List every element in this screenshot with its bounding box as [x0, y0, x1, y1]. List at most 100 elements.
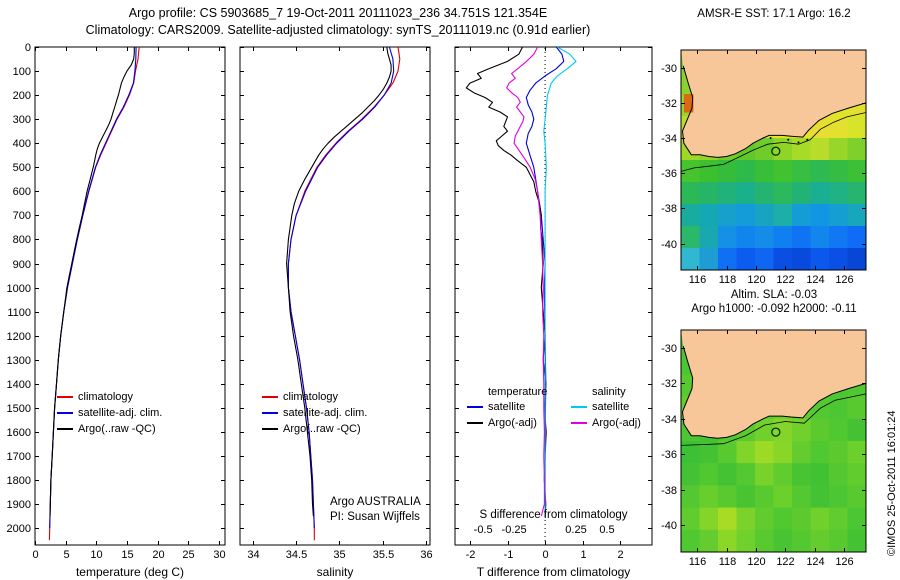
map-cell: [718, 248, 738, 270]
tick-label: 0: [542, 549, 548, 561]
tick-label: 126: [835, 556, 853, 568]
map-cell: [736, 160, 756, 183]
map-cell: [681, 463, 701, 486]
legend-label: satellite-adj. clim.: [283, 407, 368, 419]
salinity-axis-label: salinity: [316, 565, 354, 579]
figure-subtitle: Climatology: CARS2009. Satellite-adjuste…: [85, 23, 591, 37]
map-cell: [681, 441, 701, 464]
tick-label: 0: [32, 549, 38, 561]
difference-legend-temperature: temperature satellite Argo(-adj): [467, 384, 547, 431]
map-cell: [847, 204, 866, 227]
land-mass: [681, 330, 866, 439]
tick-label: 1700: [7, 451, 31, 463]
tick-label: 0: [25, 42, 31, 54]
map-cell: [718, 485, 738, 509]
tick-label: 100: [13, 66, 31, 78]
map-cell: [829, 463, 849, 486]
tick-label: -0.5: [474, 524, 493, 536]
tick-label: 36: [420, 549, 432, 561]
map-cell: [792, 529, 812, 552]
map-cell: [773, 248, 793, 270]
tick-label: 1800: [7, 475, 31, 487]
sla-map-title-line1: Altim. SLA: -0.03: [730, 289, 818, 301]
legend-entry: Argo(-adj): [467, 415, 547, 431]
map-cell: [792, 160, 812, 183]
legend-label: Argo(..raw -QC): [283, 423, 361, 435]
tick-label: -2: [466, 549, 476, 561]
map-cell: [681, 226, 701, 249]
salinity-profile-series-satellite-adj-clim: [287, 46, 395, 529]
map-cell: [681, 529, 701, 552]
tick-label: -1: [504, 549, 514, 561]
tick-label: 35: [333, 549, 345, 561]
map-cell: [681, 182, 701, 205]
map-cell: [699, 463, 719, 486]
legend-entry: satellite: [467, 399, 547, 415]
legend-line-swatch: [262, 412, 278, 414]
map-cell: [829, 248, 849, 270]
tick-label: 200: [13, 90, 31, 102]
sla-map-frame: [680, 329, 867, 553]
island-dot: [787, 138, 790, 141]
tick-label: -36: [661, 168, 677, 180]
tick-label: 15: [121, 549, 133, 561]
pi-note: PI: Susan Wijffels: [330, 511, 420, 523]
map-cell: [810, 138, 830, 161]
legend-entry: Argo(-adj): [571, 415, 641, 431]
map-cell: [792, 507, 812, 531]
legend-entry: satellite-adj. clim.: [262, 405, 367, 421]
map-cell: [829, 204, 849, 227]
map-cell: [755, 529, 775, 552]
sst-map-layers: [681, 50, 866, 270]
tick-label: 124: [806, 556, 824, 568]
legend-line-swatch: [571, 422, 587, 424]
tick-label: 1900: [7, 499, 31, 511]
island-dot: [769, 137, 772, 139]
map-cell: [847, 226, 866, 249]
map-cell: [718, 160, 738, 183]
legend-entry: climatology: [262, 389, 367, 405]
legend-label: satellite: [592, 401, 630, 413]
legend-label: Argo(..raw -QC): [78, 423, 156, 435]
sst-map-frame: [680, 49, 867, 271]
map-cell: [829, 418, 849, 442]
tick-label: 1400: [7, 379, 31, 391]
salinity-profile-plot-area: [239, 46, 431, 546]
map-cell: [755, 160, 775, 183]
legend-header: temperature: [488, 386, 548, 398]
contour-line: [681, 112, 866, 172]
map-cell: [810, 160, 830, 183]
map-cell: [847, 248, 866, 270]
tick-label: 35.5: [373, 549, 394, 561]
map-cell: [755, 485, 775, 509]
map-cell: [699, 226, 719, 249]
tick-label: 500: [13, 162, 31, 174]
map-cell: [792, 441, 812, 464]
tick-label: 1000: [7, 283, 31, 295]
map-cell: [736, 507, 756, 531]
tick-label: 20: [152, 549, 164, 561]
map-cell: [792, 204, 812, 227]
legend-label: satellite: [488, 401, 526, 413]
tick-label: 300: [13, 114, 31, 126]
map-cell: [755, 204, 775, 227]
tick-label: -34: [661, 414, 677, 426]
map-cell: [718, 507, 738, 531]
difference-profile-series-argo-S-diff: [506, 46, 545, 517]
map-cell: [699, 485, 719, 509]
sla-map-title-line2: Argo h1000: -0.092 h2000: -0.11: [691, 303, 857, 315]
argo-australia-note: Argo AUSTRALIA: [330, 496, 421, 508]
tick-label: 30: [213, 549, 225, 561]
tick-label: 400: [13, 138, 31, 150]
temperature-axis-label: temperature (deg C): [75, 565, 185, 579]
tick-label: 124: [806, 274, 824, 286]
sst-map-title: AMSR-E SST: 17.1 Argo: 16.2: [697, 8, 851, 20]
island-dot: [797, 141, 800, 144]
tick-label: 1100: [7, 307, 31, 319]
tick-label: 700: [13, 210, 31, 222]
map-cell: [681, 160, 701, 183]
map-cell: [699, 529, 719, 552]
map-cell: [829, 138, 849, 161]
